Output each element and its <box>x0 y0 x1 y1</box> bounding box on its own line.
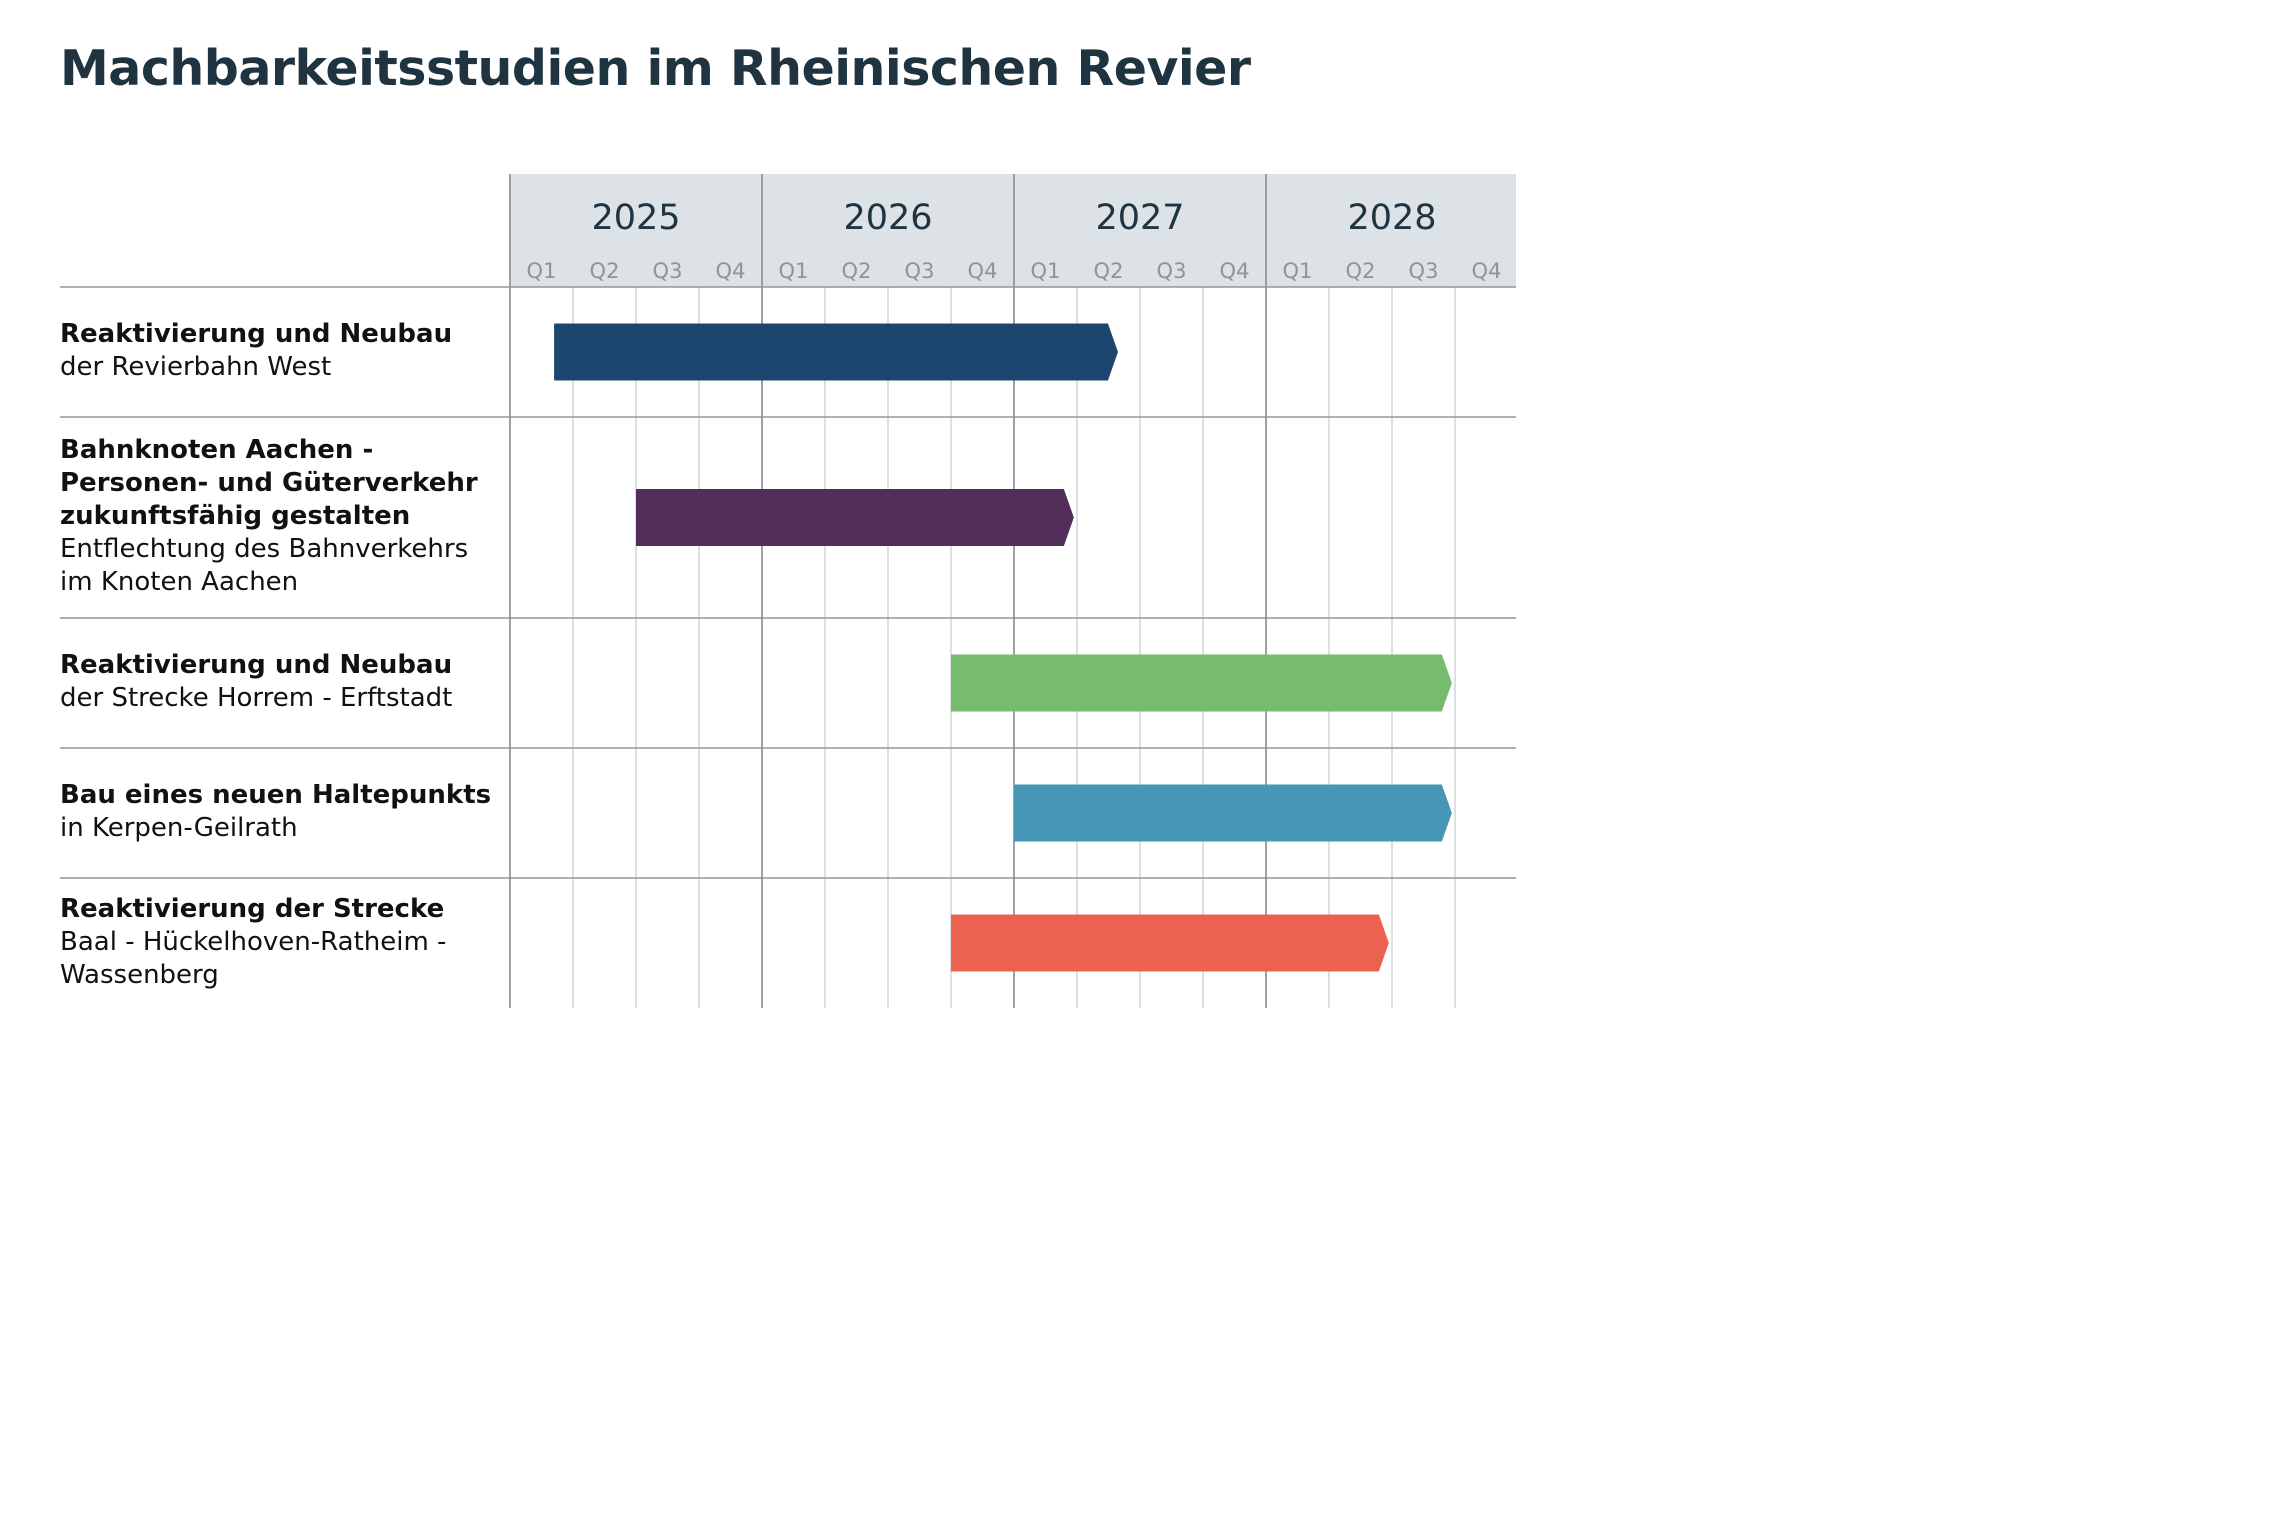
gantt-bar <box>554 323 1118 381</box>
quarter-label: Q1 <box>527 259 557 283</box>
row-label: Bahnknoten Aachen - Personen- und Güterve… <box>60 434 500 599</box>
quarter-label: Q1 <box>1031 259 1061 283</box>
gantt-chart: 2025 Q1 Q2 Q3 Q4 2026 Q1 Q2 Q3 Q4 2027 Q1 Q2 Q3 Q4 2028… <box>60 174 1516 1008</box>
quarter-label: Q2 <box>842 259 872 283</box>
row-label-subtitle: der Strecke Horrem - Erftstadt <box>60 683 453 713</box>
quarter-label: Q4 <box>716 259 746 283</box>
year-label: 2025 <box>591 198 680 238</box>
row-label-title: Bau eines neuen Haltepunkts <box>60 780 492 810</box>
gantt-bar <box>1014 784 1452 842</box>
header-background <box>510 174 1516 287</box>
gantt-bar <box>951 914 1389 972</box>
quarter-label: Q4 <box>968 259 998 283</box>
row-label-subtitle: in Kerpen-Geilrath <box>60 813 298 843</box>
gantt-bar <box>951 654 1452 712</box>
row-label-title: Reaktivierung der Strecke <box>60 894 445 924</box>
row-label-title: Personen- und Güterverkehr <box>60 468 478 498</box>
timeline-header: 2025 Q1 Q2 Q3 Q4 2026 Q1 Q2 Q3 Q4 2027 Q1 Q2 Q3 Q4 2028… <box>510 174 1516 287</box>
row-label-subtitle: Wassenberg <box>60 960 219 990</box>
quarter-label: Q4 <box>1220 259 1250 283</box>
quarter-label: Q3 <box>905 259 935 283</box>
row-label: Reaktivierung der Strecke Baal - Hückelho… <box>60 893 500 992</box>
year-label: 2026 <box>843 198 932 238</box>
quarter-label: Q2 <box>1346 259 1376 283</box>
row-label: Bau eines neuen Haltepunkts in Kerpen-Gei… <box>60 779 500 845</box>
grid-lines <box>60 174 1516 1008</box>
year-label: 2028 <box>1347 198 1436 238</box>
quarter-label: Q3 <box>1409 259 1439 283</box>
quarter-label: Q2 <box>1094 259 1124 283</box>
row-label-title: Bahnknoten Aachen - <box>60 435 374 465</box>
year-label: 2027 <box>1095 198 1184 238</box>
row-label-subtitle: Baal - Hückelhoven-Ratheim - <box>60 927 447 957</box>
row-label-subtitle: der Revierbahn West <box>60 352 332 382</box>
row-label-subtitle: im Knoten Aachen <box>60 567 299 597</box>
quarter-label: Q2 <box>590 259 620 283</box>
gantt-bars <box>554 323 1452 972</box>
quarter-label: Q4 <box>1472 259 1502 283</box>
quarter-label: Q1 <box>779 259 809 283</box>
row-label-subtitle: Entflechtung des Bahnverkehrs <box>60 534 469 564</box>
quarter-label: Q3 <box>1157 259 1187 283</box>
quarter-label: Q3 <box>653 259 683 283</box>
gantt-bar <box>636 489 1074 546</box>
chart-title: Machbarkeitsstudien im Rheinischen Revie… <box>60 40 1251 97</box>
row-label-title: zukunftsfähig gestalten <box>60 501 411 531</box>
row-label-title: Reaktivierung und Neubau <box>60 650 453 680</box>
row-label-title: Reaktivierung und Neubau <box>60 319 453 349</box>
quarter-label: Q1 <box>1283 259 1313 283</box>
row-label: Reaktivierung und Neubau der Revierbahn W… <box>60 318 500 384</box>
row-label: Reaktivierung und Neubau der Strecke Horr… <box>60 649 500 715</box>
